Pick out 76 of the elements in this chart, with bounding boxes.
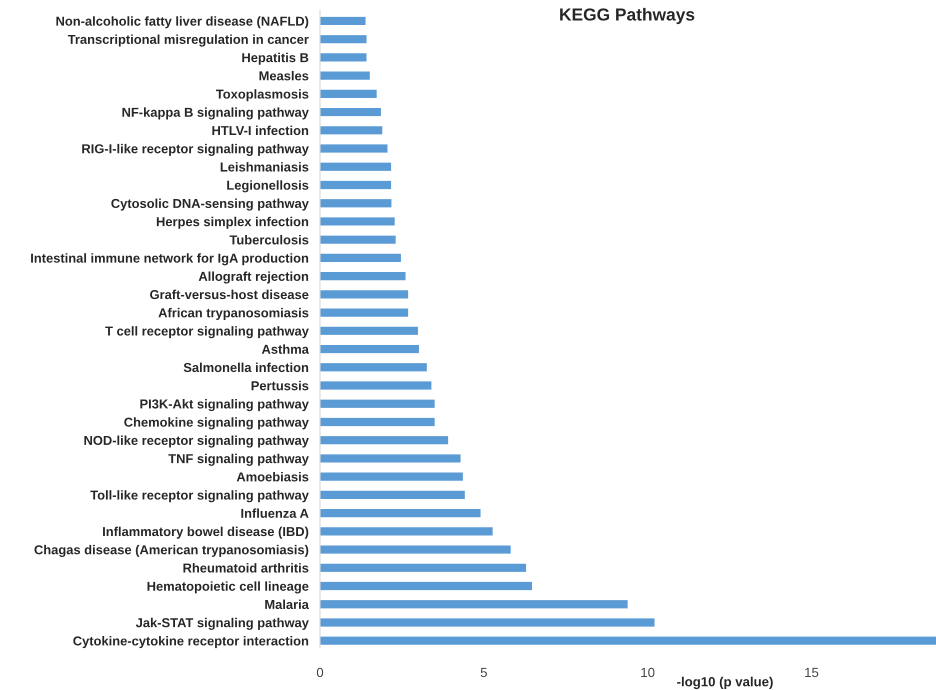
y-tick-label: Legionellosis xyxy=(227,180,308,192)
y-tick-label: T cell receptor signaling pathway xyxy=(105,326,309,338)
bar xyxy=(320,582,532,590)
bar xyxy=(320,108,381,116)
bar xyxy=(320,180,392,190)
bar xyxy=(320,344,419,354)
bar xyxy=(320,199,392,208)
bar xyxy=(320,90,377,98)
y-tick-label: Tuberculosis xyxy=(230,235,308,244)
y-tick-label: Toxoplasmosis xyxy=(216,89,308,102)
y-tick-label: Non-alcoholic fatty liver disease (NAFLD) xyxy=(56,16,308,28)
y-tick-label: Leishmaniasis xyxy=(220,162,308,172)
y-tick-label: Herpes simplex infection xyxy=(156,216,308,229)
y-tick-label: Inflammatory bowel disease (IBD) xyxy=(103,526,308,539)
y-tick-label: Toll-like receptor signaling pathway xyxy=(90,490,309,502)
bar xyxy=(320,418,435,426)
y-tick-label: Cytokine-cytokine receptor interaction xyxy=(73,636,308,648)
y-tick-label: NF-kappa B signaling pathway xyxy=(122,107,309,120)
bar xyxy=(320,272,406,280)
bar xyxy=(320,564,526,572)
bar xyxy=(320,618,655,627)
bar xyxy=(320,162,392,171)
x-axis-title: -log10 (p value) xyxy=(677,676,773,690)
y-tick-label: TNF signaling pathway xyxy=(168,454,309,466)
y-tick-label: Chemokine signaling pathway xyxy=(124,417,309,430)
bar xyxy=(320,53,367,62)
y-tick-label: RIG-I-like receptor signaling pathway xyxy=(82,144,309,156)
bar xyxy=(320,454,461,463)
y-tick-label: Transcriptional misregulation in cancer xyxy=(68,34,309,47)
chart-title: KEGG Pathways xyxy=(560,8,694,24)
x-tick-label: 15 xyxy=(805,668,818,678)
y-tick-label: African trypanosomiasis xyxy=(158,308,308,320)
y-tick-label: Hepatitis B xyxy=(242,52,308,65)
bar xyxy=(320,636,936,645)
bar xyxy=(320,236,396,244)
bar xyxy=(320,600,628,608)
y-tick-label: Rheumatoid arthritis xyxy=(183,563,308,573)
y-tick-label: Asthma xyxy=(262,344,309,354)
y-tick-label: Hematopoietic cell lineage xyxy=(148,581,308,594)
y-tick-label: Graft-versus-host disease xyxy=(150,290,308,300)
bar xyxy=(320,509,481,518)
bar xyxy=(320,254,401,262)
y-tick-label: Cytosolic DNA-sensing pathway xyxy=(111,198,309,211)
bar xyxy=(320,35,367,44)
y-tick-label: Malaria xyxy=(265,600,309,610)
bar xyxy=(320,144,388,153)
y-tick-label: Allograft rejection xyxy=(198,271,308,284)
y-tick-label: Influenza A xyxy=(241,508,309,518)
bar xyxy=(320,381,432,390)
bar xyxy=(320,527,493,536)
bar xyxy=(320,326,418,335)
bar xyxy=(320,472,463,481)
x-tick-label: 10 xyxy=(641,668,654,678)
y-tick-label: Intestinal immune network for IgA production xyxy=(31,253,308,266)
y-tick-label: Chagas disease (American trypanosomiasis) xyxy=(34,544,308,557)
y-tick-label: NOD-like receptor signaling pathway xyxy=(84,436,309,448)
y-tick-label: Measles xyxy=(259,70,308,80)
bar xyxy=(320,217,395,226)
y-tick-label: Salmonella infection xyxy=(184,362,308,372)
bar xyxy=(320,490,465,499)
bar xyxy=(320,363,427,372)
bar xyxy=(320,126,382,134)
y-tick-label: Pertussis xyxy=(252,380,308,390)
y-tick-label: PI3K-Akt signaling pathway xyxy=(140,399,309,412)
bar xyxy=(320,308,408,317)
bar xyxy=(320,545,511,554)
x-tick-label: 5 xyxy=(480,668,487,678)
bar xyxy=(320,400,435,408)
x-tick-label: 0 xyxy=(316,668,324,678)
bar xyxy=(320,290,408,298)
y-tick-label: Amoebiasis xyxy=(236,472,308,482)
y-tick-label: Jak-STAT signaling pathway xyxy=(136,618,309,630)
y-tick-label: HTLV-I infection xyxy=(212,126,308,136)
bar xyxy=(320,436,448,444)
bar xyxy=(320,72,370,80)
bar xyxy=(320,16,366,26)
